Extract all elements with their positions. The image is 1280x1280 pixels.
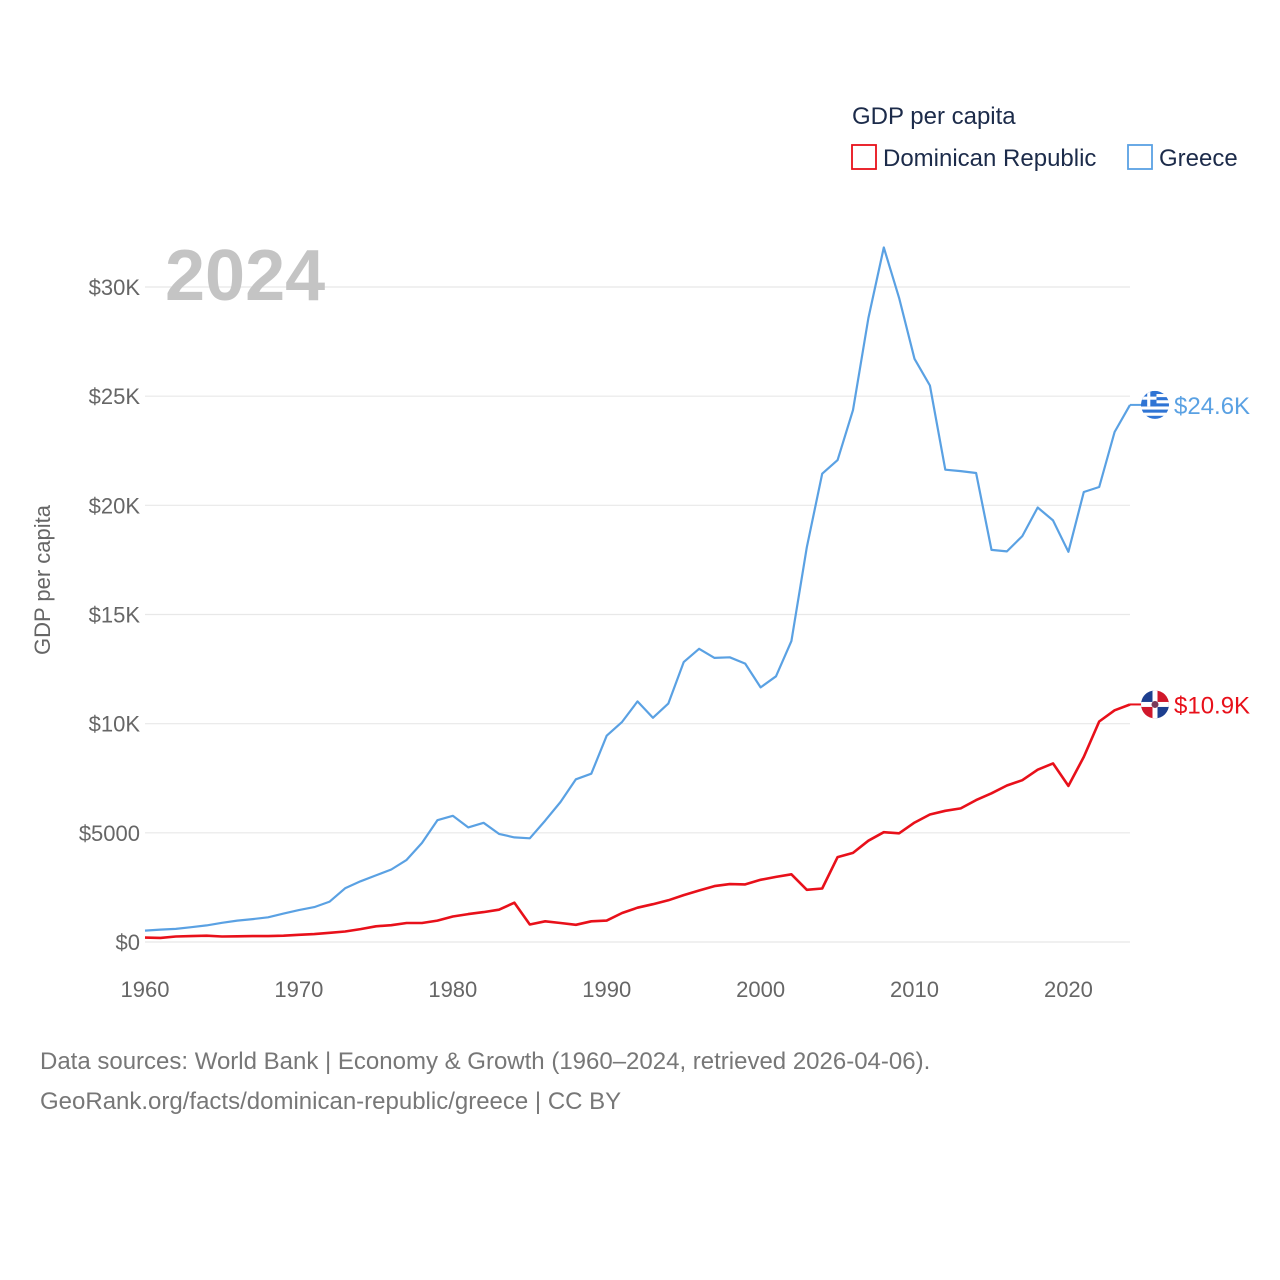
x-tick-label: 1990: [582, 977, 631, 1002]
x-tick-label: 2000: [736, 977, 785, 1002]
legend-label-greece: Greece: [1159, 145, 1238, 172]
year-watermark: 2024: [165, 236, 325, 316]
greece-flag-icon: [1141, 390, 1169, 419]
end-labels: $10.9K $24.6K: [1141, 390, 1250, 719]
y-axis-label: GDP per capita: [30, 504, 55, 655]
y-tick-label: $15K: [89, 603, 141, 628]
footer: Data sources: World Bank | Economy & Gro…: [40, 1042, 930, 1122]
x-tick-label: 2020: [1044, 977, 1093, 1002]
x-tick-label: 1980: [428, 977, 477, 1002]
y-tick-label: $5000: [79, 821, 140, 846]
legend-label-dominican-republic: Dominican Republic: [883, 145, 1096, 172]
y-tick-label: $25K: [89, 384, 141, 409]
y-tick-label: $10K: [89, 712, 141, 737]
legend: GDP per capita Dominican Republic Greece: [851, 103, 1238, 172]
y-tick-label: $0: [116, 930, 140, 955]
series-line-dominican-republic: [144, 703, 1131, 940]
end-label-dominican-republic: $10.9K: [1174, 692, 1250, 719]
y-tick-label: $30K: [89, 275, 141, 300]
series-line-greece: [144, 246, 1131, 932]
end-label-greece: $24.6K: [1174, 393, 1250, 420]
footer-sources: Data sources: World Bank | Economy & Gro…: [40, 1048, 931, 1075]
x-axis-ticks: 1960 1970 1980 1990 2000 2010 2020: [121, 977, 1093, 1002]
series-lines: [144, 246, 1141, 940]
footer-attribution: GeoRank.org/facts/dominican-republic/gre…: [40, 1088, 622, 1115]
legend-title: GDP per capita: [852, 103, 1016, 130]
dominican-republic-flag-icon: [1141, 690, 1169, 719]
gridlines: [145, 286, 1130, 943]
x-tick-label: 1960: [121, 977, 170, 1002]
x-tick-label: 2010: [890, 977, 939, 1002]
y-tick-label: $20K: [89, 493, 141, 518]
legend-swatch-greece: [1127, 144, 1153, 170]
x-tick-label: 1970: [274, 977, 323, 1002]
y-axis-ticks: $0 $5000 $10K $15K $20K $25K $30K: [79, 275, 141, 955]
legend-swatch-dominican-republic: [851, 144, 877, 170]
